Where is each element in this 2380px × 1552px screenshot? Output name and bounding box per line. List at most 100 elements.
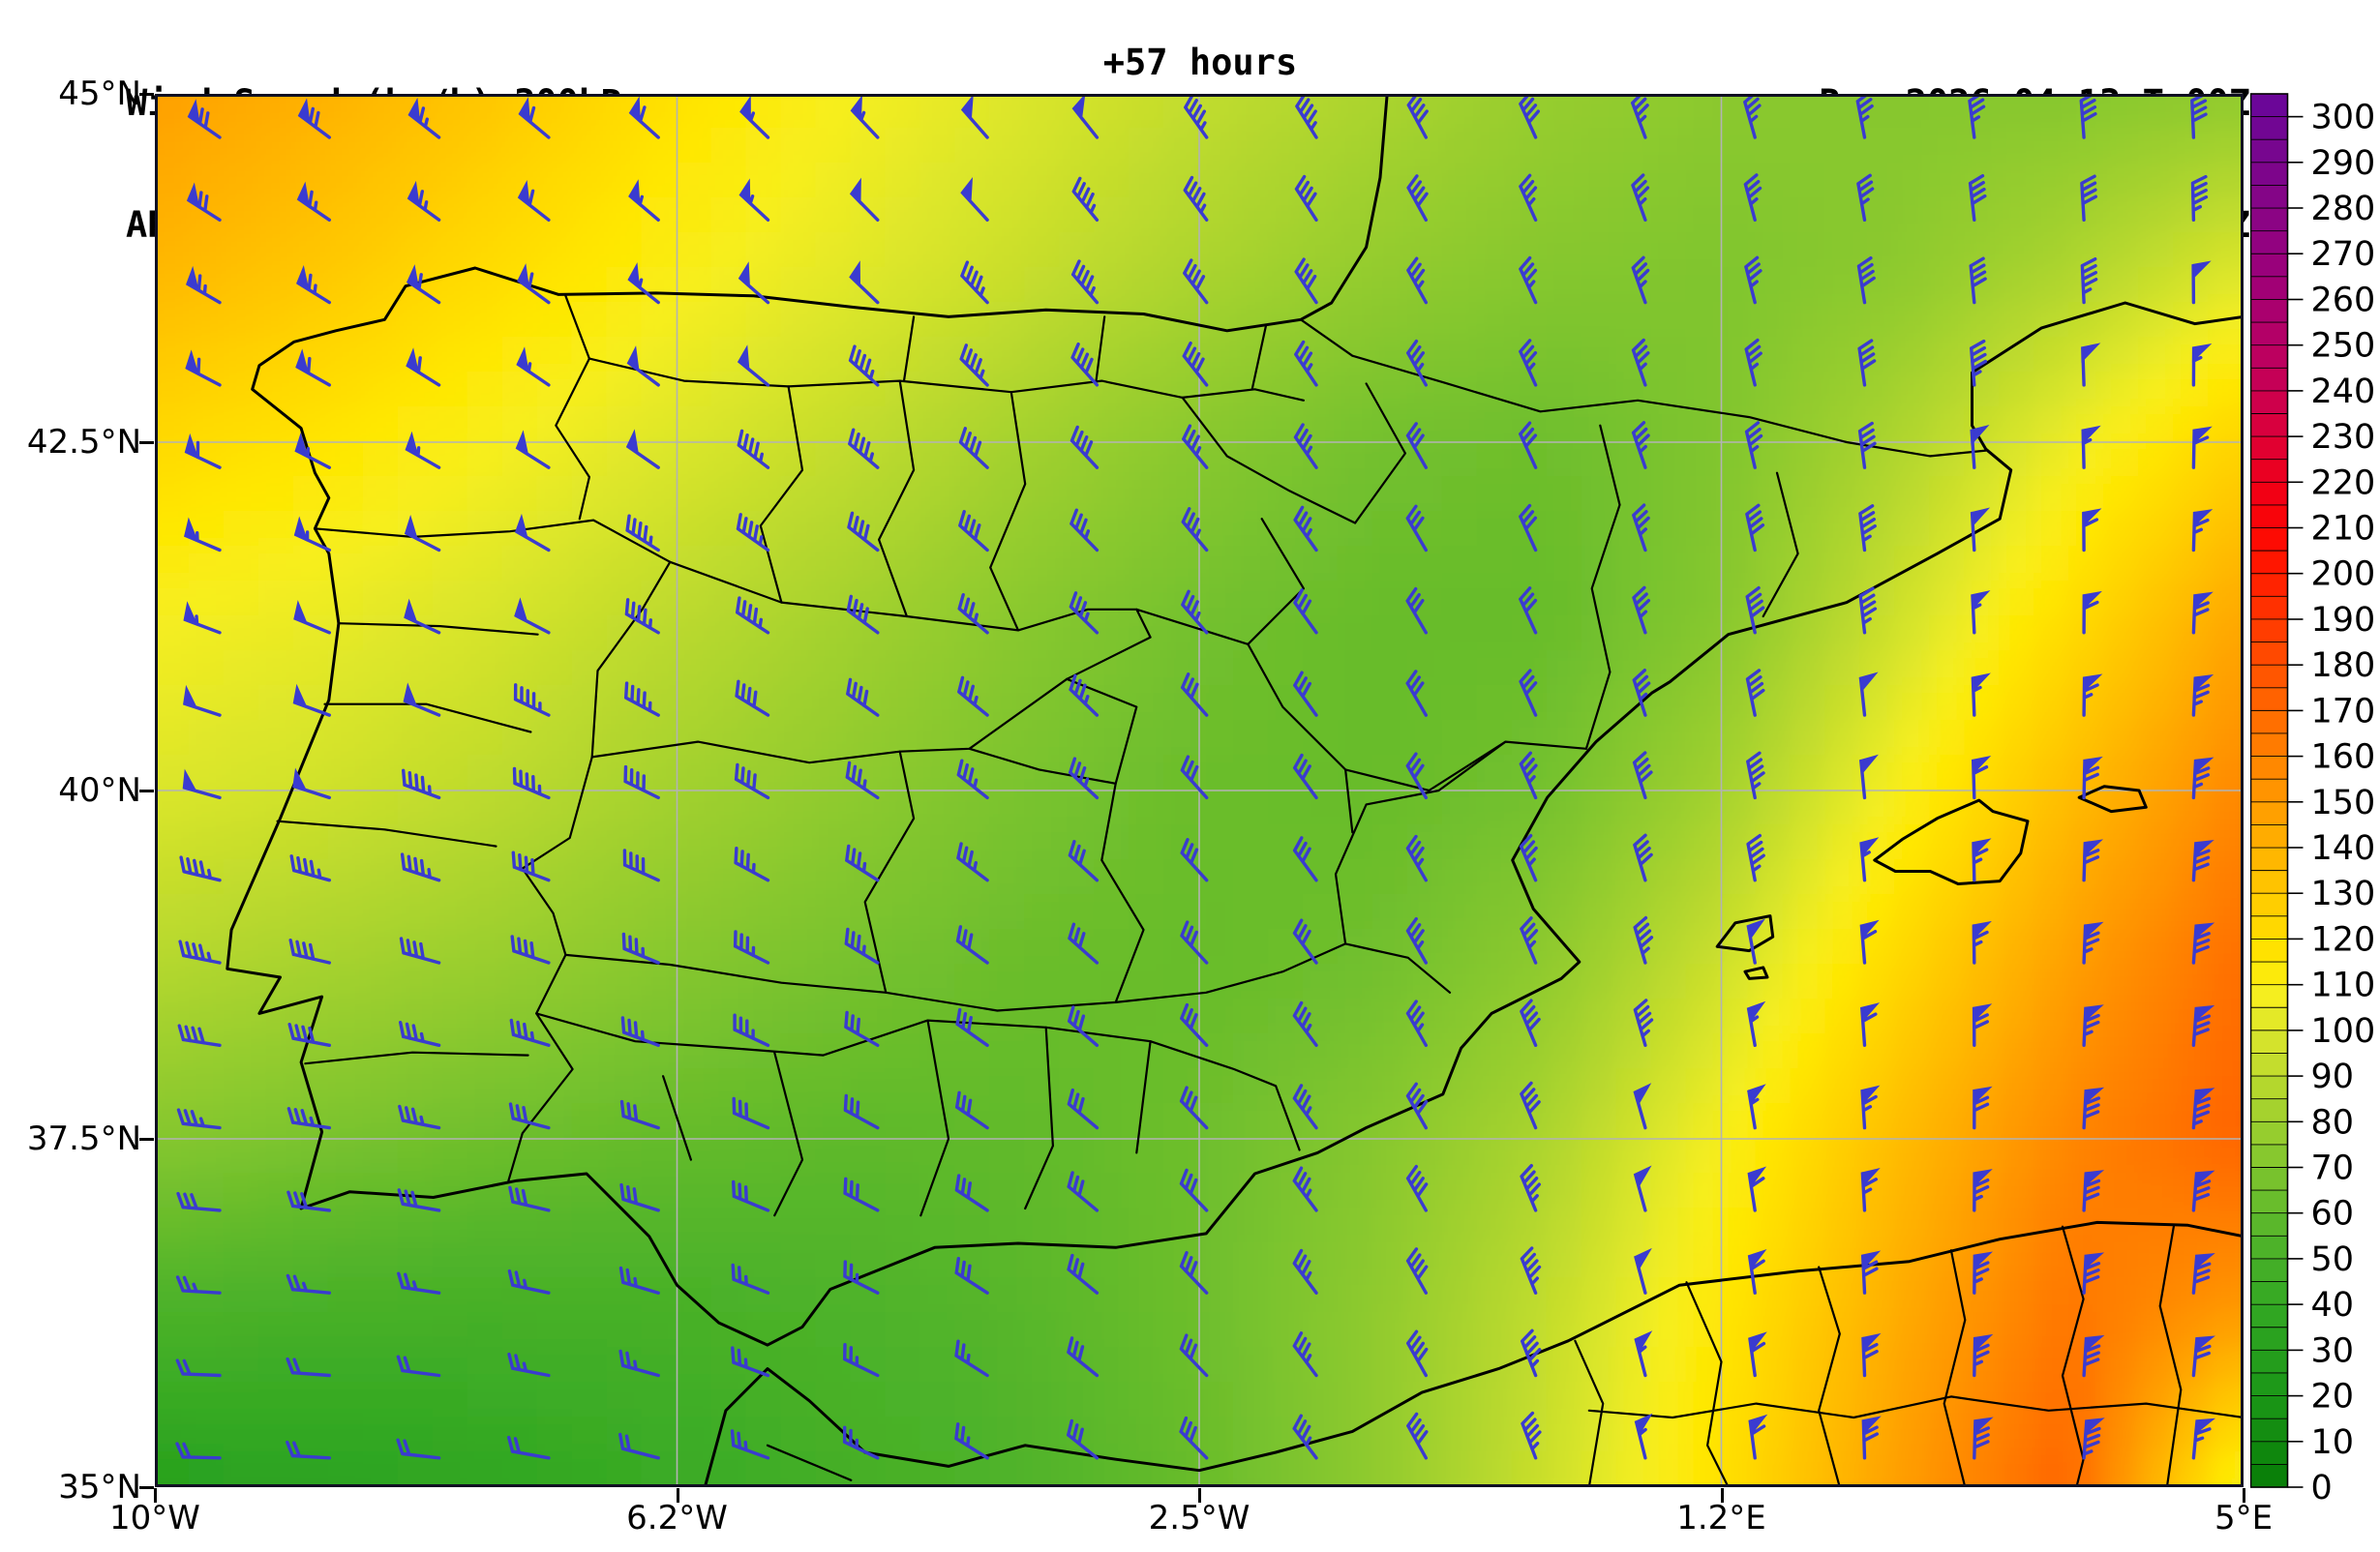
wind-barb: [618, 1266, 660, 1295]
wind-barb: [621, 932, 660, 965]
wind-barb: [187, 99, 222, 139]
colorbar-label: 120: [2311, 920, 2376, 959]
colorbar-label: 80: [2311, 1103, 2355, 1142]
wind-barb: [2191, 1004, 2215, 1047]
wind-barb: [406, 347, 441, 387]
wind-barb: [2082, 1170, 2105, 1212]
colorbar-label: 290: [2311, 144, 2376, 183]
wind-barb: [1068, 922, 1100, 965]
wind-barb: [2082, 1252, 2105, 1295]
wind-barb: [397, 1271, 441, 1295]
wind-barb: [956, 759, 989, 800]
wind-barb: [1294, 257, 1318, 305]
wind-barb: [2082, 921, 2104, 965]
wind-barb: [1294, 340, 1318, 387]
wind-barb: [1182, 341, 1209, 387]
colorbar-gradient: [2250, 93, 2288, 1488]
wind-barb: [517, 180, 551, 223]
wind-barb: [1858, 586, 1878, 635]
colorbar-label: 300: [2311, 99, 2376, 137]
wind-barb: [1519, 751, 1538, 800]
wind-barb: [1971, 755, 1992, 800]
wind-barb: [1293, 671, 1318, 717]
wind-barb: [1861, 1416, 1882, 1460]
wind-barb: [1183, 175, 1209, 223]
wind-barb: [514, 513, 551, 552]
x-tick-mark: [154, 1488, 157, 1503]
wind-barb: [1857, 421, 1877, 469]
x-tick-mark: [2243, 1488, 2245, 1503]
wind-barb: [1747, 1166, 1767, 1212]
wind-barb: [2081, 343, 2101, 387]
wind-barb: [954, 1256, 989, 1295]
wind-barb: [625, 514, 660, 552]
wind-barb: [1519, 173, 1538, 223]
wind-barb: [1747, 1084, 1766, 1130]
wind-barb: [403, 682, 441, 717]
wind-barb: [628, 179, 660, 223]
colorbar-label: 200: [2311, 555, 2376, 594]
wind-barb: [406, 264, 441, 305]
wind-barb: [1519, 255, 1538, 305]
wind-barb: [399, 937, 441, 965]
wind-barb: [1856, 256, 1876, 305]
wind-barb: [289, 854, 332, 882]
wind-barb: [1856, 173, 1875, 223]
wind-barb: [176, 1108, 222, 1130]
wind-barb: [1970, 425, 1990, 469]
colorbar-label: 150: [2311, 784, 2376, 822]
wind-barb: [292, 767, 332, 800]
wind-barb: [516, 346, 551, 387]
colorbar-label: 180: [2311, 646, 2376, 685]
wind-barb: [177, 1024, 222, 1047]
wind-barb: [847, 511, 880, 552]
wind-barb: [1071, 259, 1100, 305]
wind-barb: [848, 344, 880, 387]
wind-barb: [1520, 999, 1541, 1047]
wind-barb: [843, 1093, 880, 1130]
wind-barb: [1069, 508, 1100, 552]
y-tick-mark: [139, 441, 154, 444]
wind-barb: [1970, 339, 1988, 387]
wind-barb: [1519, 339, 1538, 387]
wind-barb: [955, 1007, 989, 1047]
wind-barb: [1067, 1088, 1100, 1130]
wind-barb: [1180, 838, 1209, 882]
wind-barb: [957, 675, 989, 717]
wind-barb: [515, 430, 551, 469]
wind-barb: [1972, 1003, 1993, 1047]
wind-barb: [1181, 589, 1209, 635]
wind-barb: [404, 515, 441, 552]
wind-barb: [1972, 838, 1992, 882]
wind-barb: [1631, 338, 1650, 387]
wind-speed-map: [155, 94, 2244, 1487]
wind-barb: [176, 1191, 222, 1212]
wind-barb: [2190, 94, 2208, 139]
wind-barb: [2082, 1334, 2105, 1378]
wind-barb: [1632, 585, 1651, 635]
wind-barb: [2191, 1170, 2215, 1212]
colorbar-label: 60: [2311, 1195, 2355, 1234]
wind-barb: [1519, 503, 1538, 552]
wind-barb: [2082, 1418, 2105, 1460]
wind-barb: [292, 683, 332, 717]
x-tick-mark: [1198, 1488, 1201, 1503]
wind-barb: [733, 1013, 770, 1047]
wind-barb: [1747, 1248, 1767, 1295]
wind-barb: [2081, 425, 2101, 469]
x-tick-label: 2.5°W: [1148, 1499, 1250, 1537]
wind-barb: [1180, 1002, 1209, 1047]
wind-barb: [1520, 1081, 1541, 1130]
wind-barb: [1745, 503, 1765, 552]
wind-barb: [1745, 669, 1765, 717]
wind-barb: [512, 766, 551, 800]
wind-barb: [2191, 426, 2213, 469]
wind-barb: [958, 510, 989, 552]
wind-barb: [1631, 173, 1650, 223]
wind-barb: [397, 1188, 441, 1212]
wind-barb: [1184, 94, 1209, 139]
wind-barb: [958, 427, 989, 469]
wind-barb: [2082, 590, 2102, 635]
wind-barb: [732, 1096, 770, 1130]
colorbar-border: [2250, 93, 2289, 1488]
